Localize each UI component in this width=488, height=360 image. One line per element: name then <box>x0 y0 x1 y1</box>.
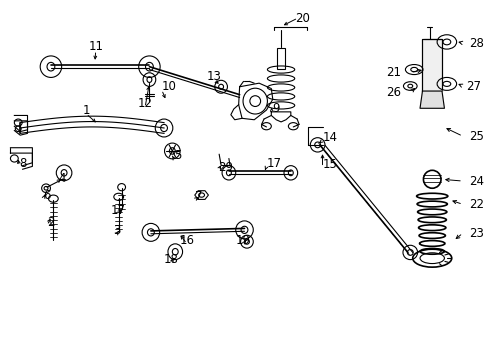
Text: 18: 18 <box>163 253 179 266</box>
Text: 25: 25 <box>468 130 483 143</box>
Text: 24: 24 <box>468 175 483 188</box>
Polygon shape <box>419 91 444 108</box>
Text: 16: 16 <box>179 234 194 247</box>
Bar <box>422 39 441 91</box>
Text: 1: 1 <box>82 104 90 117</box>
Text: 17: 17 <box>266 157 281 170</box>
Text: 27: 27 <box>466 80 480 93</box>
Text: 23: 23 <box>468 226 483 239</box>
Text: 29: 29 <box>218 161 233 174</box>
Text: 7: 7 <box>194 190 202 203</box>
Text: 4: 4 <box>58 172 65 185</box>
Text: 19: 19 <box>236 234 250 247</box>
Text: 20: 20 <box>295 12 310 25</box>
Text: 5: 5 <box>173 149 181 162</box>
Text: 6: 6 <box>43 189 51 202</box>
Text: 11: 11 <box>88 40 103 53</box>
Text: 15: 15 <box>322 158 337 171</box>
Text: 3: 3 <box>113 224 120 238</box>
Text: 17: 17 <box>110 204 125 217</box>
Bar <box>422 39 441 91</box>
Text: 26: 26 <box>385 86 400 99</box>
Text: 13: 13 <box>206 69 221 82</box>
Text: 2: 2 <box>47 216 54 229</box>
Text: 9: 9 <box>271 103 279 116</box>
Text: 10: 10 <box>161 80 176 93</box>
Text: 8: 8 <box>19 157 26 170</box>
Text: 12: 12 <box>137 98 152 111</box>
Bar <box>276 48 285 69</box>
Text: 28: 28 <box>468 37 483 50</box>
Text: 14: 14 <box>322 131 337 144</box>
Text: 21: 21 <box>385 66 400 79</box>
Text: 22: 22 <box>468 198 483 211</box>
